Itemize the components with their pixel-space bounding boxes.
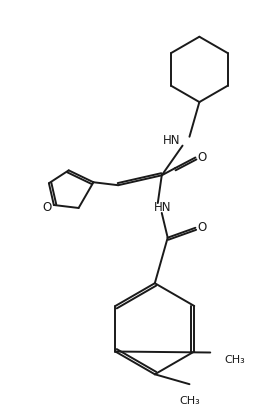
Text: HN: HN — [154, 201, 171, 215]
Text: O: O — [198, 221, 207, 234]
Text: O: O — [198, 151, 207, 164]
Text: HN: HN — [163, 134, 181, 147]
Text: O: O — [42, 201, 51, 215]
Text: CH₃: CH₃ — [179, 396, 200, 406]
Text: CH₃: CH₃ — [224, 356, 245, 365]
